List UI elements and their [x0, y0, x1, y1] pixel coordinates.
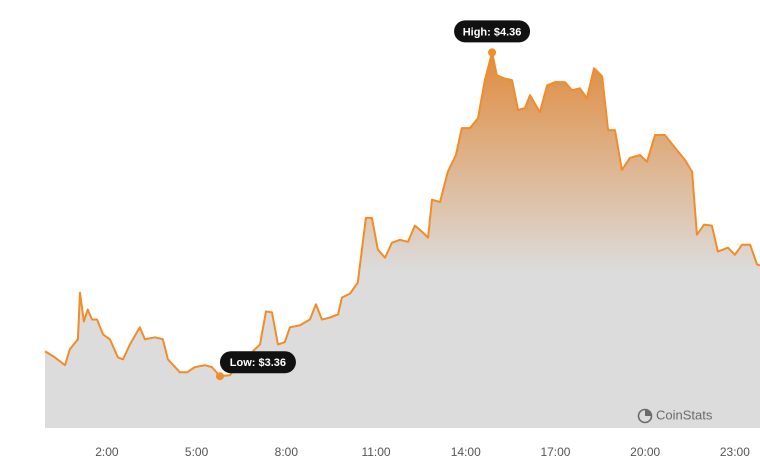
x-tick-label: 23:00	[720, 445, 750, 459]
annotation: High: $4.36	[454, 20, 531, 43]
annotation-label: Low: $3.36	[230, 357, 286, 369]
extreme-dot	[215, 372, 224, 381]
extreme-dot	[488, 48, 497, 57]
x-tick-label: 2:00	[95, 445, 119, 459]
price-line	[44, 51, 760, 378]
brand-logo	[637, 408, 653, 424]
watermark: CoinStats	[656, 407, 713, 422]
x-tick-label: 8:00	[275, 445, 299, 459]
x-tick-label: 17:00	[540, 445, 570, 459]
area-fill	[45, 52, 760, 428]
x-tick-label: 20:00	[630, 445, 660, 459]
annotation-pill	[219, 351, 296, 374]
x-tick-label: 11:00	[361, 445, 390, 459]
x-tick-label: 5:00	[185, 445, 209, 459]
annotation: Low: $3.36	[219, 351, 296, 374]
annotation-pill	[454, 20, 531, 43]
annotation-label: High: $4.36	[463, 26, 522, 38]
x-tick-label: 14:00	[451, 445, 481, 459]
